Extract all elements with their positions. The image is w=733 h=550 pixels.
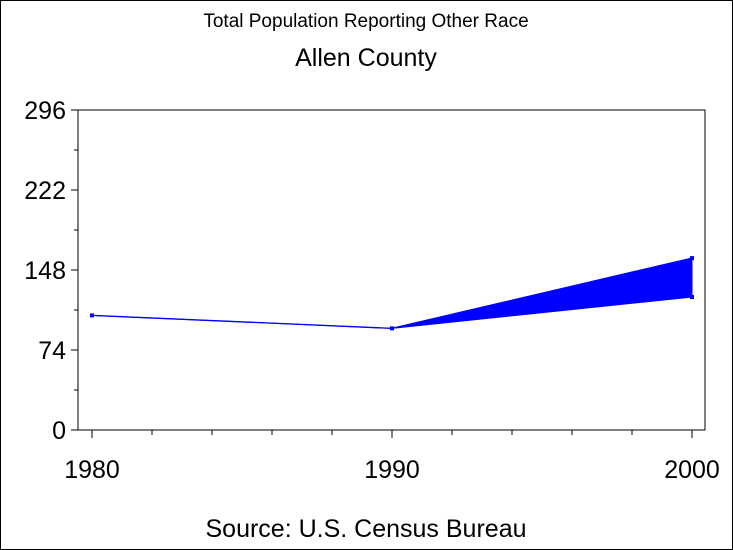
data-point-lower bbox=[690, 295, 694, 300]
data-point bbox=[690, 256, 694, 261]
y-tick-label: 148 bbox=[24, 257, 66, 285]
data-point bbox=[390, 326, 394, 331]
y-tick-label: 74 bbox=[38, 337, 66, 365]
series-band bbox=[91, 257, 693, 329]
x-tick-label: 1990 bbox=[364, 456, 420, 484]
y-tick-label: 296 bbox=[24, 97, 66, 125]
x-tick-label: 1980 bbox=[64, 456, 120, 484]
plot-area bbox=[77, 109, 706, 431]
chart-footnote: Source: U.S. Census Bureau bbox=[206, 515, 527, 543]
chart-subtitle: Allen County bbox=[295, 44, 437, 72]
y-tick-label: 0 bbox=[52, 417, 66, 445]
data-point bbox=[90, 313, 94, 318]
chart-title: Total Population Reporting Other Race bbox=[203, 11, 528, 32]
y-tick-label: 222 bbox=[24, 177, 66, 205]
x-tick-label: 2000 bbox=[664, 456, 720, 484]
